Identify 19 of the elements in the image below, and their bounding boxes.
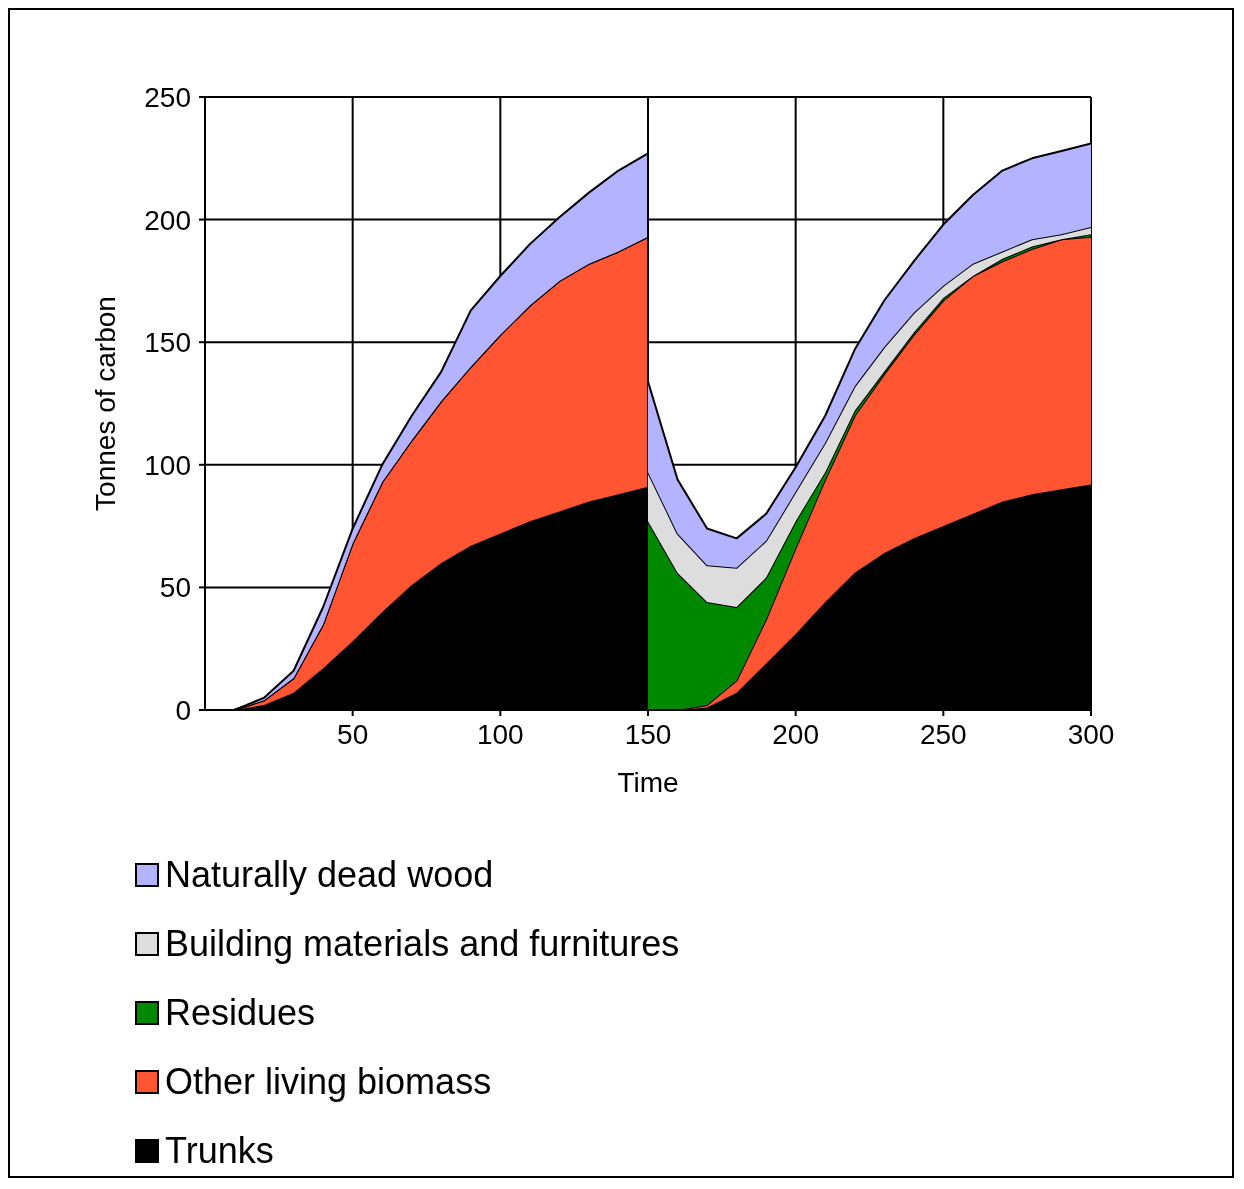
x-tick-label: 50	[337, 718, 369, 750]
x-tick-label: 100	[476, 718, 524, 750]
y-tick-label: 0	[175, 694, 191, 726]
legend-label: Residues	[165, 991, 316, 1034]
x-tick-label: 150	[624, 718, 672, 750]
y-tick-label: 100	[144, 449, 191, 481]
x-tick-label: 200	[772, 718, 820, 750]
y-axis-title: Tonnes of carbon	[89, 296, 121, 511]
y-tick-label: 250	[144, 81, 191, 113]
x-tick-label: 250	[919, 718, 967, 750]
legend-label: Other living biomass	[165, 1060, 492, 1103]
y-tick-label: 150	[144, 327, 191, 359]
legend-label: Building materials and furnitures	[165, 922, 680, 965]
y-tick-label: 50	[159, 572, 191, 604]
legend-label: Naturally dead wood	[165, 853, 494, 896]
x-axis-title: Time	[617, 767, 679, 798]
legend-label: Trunks	[165, 1129, 274, 1172]
x-tick-label: 300	[1067, 718, 1115, 750]
y-tick-label: 200	[144, 204, 191, 236]
